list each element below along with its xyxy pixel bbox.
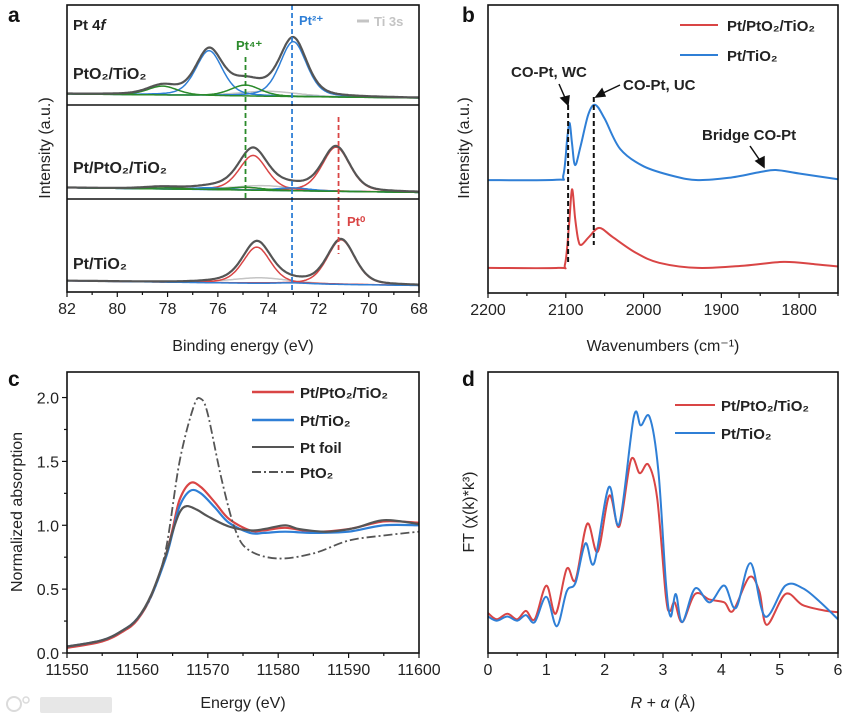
- panel-a-envelope: [67, 35, 420, 99]
- xlabel-r: R: [631, 695, 643, 712]
- panel-c-x-tick-label: 11550: [45, 662, 88, 679]
- annotation-wc: CO-Pt, WC: [511, 64, 587, 81]
- panel-c-y-tick-label: 1.5: [37, 454, 59, 471]
- panel-c-x-tick-label: 11580: [257, 662, 300, 679]
- legend-c-label-pto2: PtO₂: [300, 465, 333, 482]
- panel-d-x-tick-label: 3: [659, 662, 668, 679]
- panel-c-x-tick-label: 11600: [397, 662, 440, 679]
- panel-a-x-tick-label: 82: [58, 301, 76, 318]
- sample-label-pto2: PtO₂/TiO₂: [73, 66, 146, 83]
- annotation-arrows: [558, 83, 765, 169]
- panel-b-series-line: [487, 188, 839, 270]
- panel-c-y-tick-label: 0.5: [37, 582, 59, 599]
- panel-a-title-italic: f: [101, 17, 108, 34]
- legend-b-label-blue: Pt/TiO₂: [727, 48, 778, 65]
- panel-c-series-line: [66, 488, 420, 648]
- annotation-uc: CO-Pt, UC: [623, 77, 696, 94]
- panel-a-x-tick-label: 76: [209, 301, 227, 318]
- panel-a-x-tick-label: 74: [259, 301, 277, 318]
- panel-d-x-tick-label: 1: [542, 662, 551, 679]
- panel-b-x-tick-label: 2100: [548, 302, 584, 319]
- panel-d-x-tick-label: 2: [600, 662, 609, 679]
- panel-a-letter: a: [8, 4, 20, 27]
- panel-b-letter: b: [462, 4, 475, 27]
- panel-a-x-tick-label: 72: [310, 301, 328, 318]
- panel-c-x-tick-label: 11570: [186, 662, 229, 679]
- panel-c-y-tick-label: 2.0: [37, 391, 59, 408]
- xlabel-alpha: α: [660, 695, 670, 712]
- watermark-logo: [6, 696, 112, 713]
- panel-b-x-tick-label: 1900: [704, 302, 740, 319]
- panel-d-x-tick-label: 4: [717, 662, 726, 679]
- legend-d-label-blue: Pt/TiO₂: [721, 426, 772, 443]
- pt0-label: Pt⁰: [347, 214, 366, 229]
- panel-a-envelope: [67, 237, 419, 286]
- annotation-bridge: Bridge CO-Pt: [702, 127, 796, 144]
- panel-c-series-line: [66, 481, 420, 649]
- panel-b-x-tick-label: 2000: [626, 302, 662, 319]
- legend-d-label-red: Pt/PtO₂/TiO₂: [721, 398, 809, 415]
- panel-a-title: Pt 4f: [73, 17, 108, 34]
- panel-b-x-tick-label: 2200: [470, 302, 506, 319]
- panel-a-title-text: Pt 4: [73, 17, 101, 34]
- sample-label-pt-pto2: Pt/PtO₂/TiO₂: [73, 160, 167, 177]
- panel-d-series-line: [487, 410, 839, 628]
- panel-a-x-tick-label: 80: [108, 301, 126, 318]
- panel-d-ylabel: FT (χ(k)*k³): [461, 472, 478, 553]
- legend-c-label-red: Pt/PtO₂/TiO₂: [300, 385, 388, 402]
- panel-c-ylabel: Normalized absorption: [9, 432, 26, 592]
- panel-a-x-tick-label: 78: [159, 301, 177, 318]
- curves-layer: [66, 5, 839, 649]
- panel-b-ylabel: Intensity (a.u.): [456, 97, 473, 198]
- xlabel-unit: (Å): [670, 693, 696, 712]
- panel-b-frame: [487, 4, 839, 294]
- arrow-wc-head: [559, 95, 570, 107]
- panel-c-y-tick-label: 1.0: [37, 518, 59, 535]
- legend-c-label-foil: Pt foil: [300, 440, 342, 457]
- panel-a-x-tick-label: 70: [360, 301, 378, 318]
- panel-c-y-tick-label: 0.0: [37, 646, 59, 663]
- axes-layer: 82 80 78 76 74 72 70 68 2200 2100 2000 1900 1800 1155…: [37, 4, 843, 679]
- xlabel-plus: +: [642, 695, 660, 712]
- panel-a-x-tick-label: 68: [410, 301, 428, 318]
- sample-label-pt: Pt/TiO₂: [73, 256, 127, 273]
- pt4-label: Pt⁴⁺: [236, 38, 262, 53]
- panel-d-x-tick-label: 6: [834, 662, 843, 679]
- panel-b-xlabel: Wavenumbers (cm⁻¹): [587, 338, 740, 355]
- panel-c-series-line: [66, 397, 420, 648]
- panel-c-series-line: [66, 504, 420, 648]
- panel-b-x-tick-label: 1800: [781, 302, 817, 319]
- arrow-bridge-head: [754, 155, 765, 169]
- panel-c-xlabel: Energy (eV): [200, 695, 285, 712]
- panel-d-xlabel: R + α (Å): [631, 693, 696, 712]
- panel-d-letter: d: [462, 368, 475, 391]
- panel-c-frame: [66, 371, 420, 654]
- panel-d-x-tick-label: 0: [484, 662, 493, 679]
- panel-c-x-tick-label: 11560: [116, 662, 159, 679]
- legend-c-label-blue: Pt/TiO₂: [300, 413, 351, 430]
- panel-a-xlabel: Binding energy (eV): [172, 338, 313, 355]
- panel-c-x-tick-label: 11590: [327, 662, 370, 679]
- panel-d-x-tick-label: 5: [775, 662, 784, 679]
- panel-a-envelope: [67, 144, 419, 193]
- panel-a-ylabel: Intensity (a.u.): [37, 97, 54, 198]
- panel-c-letter: c: [8, 368, 20, 391]
- pt2-label: Pt²⁺: [299, 13, 323, 28]
- arrow-uc-head: [594, 87, 607, 98]
- legend-b-label-red: Pt/PtO₂/TiO₂: [727, 18, 815, 35]
- ti3s-legend-label: Ti 3s: [374, 14, 403, 29]
